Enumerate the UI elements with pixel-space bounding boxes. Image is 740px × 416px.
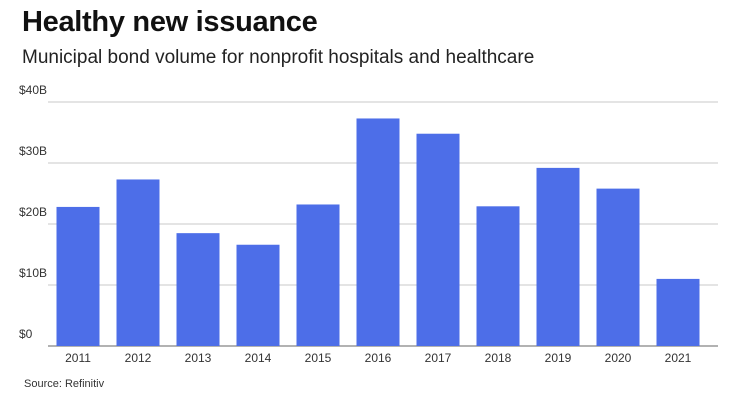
x-tick-label: 2016	[365, 351, 392, 365]
x-tick-label: 2012	[125, 351, 152, 365]
bar-2015	[296, 204, 340, 346]
bar-2020	[596, 188, 640, 346]
source-note: Source: Refinitiv	[24, 378, 105, 390]
bar-2021	[656, 278, 700, 346]
bar-2014	[236, 244, 280, 346]
x-tick-label: 2021	[665, 351, 692, 365]
chart-title: Healthy new issuance	[22, 6, 318, 38]
y-tick-label: $0	[19, 327, 33, 341]
y-tick-label: $20B	[19, 205, 47, 219]
x-tick-label: 2014	[245, 351, 272, 365]
y-tick-label: $30B	[19, 144, 47, 158]
y-tick-label: $10B	[19, 266, 47, 280]
x-tick-label: 2019	[545, 351, 572, 365]
bar-2018	[476, 206, 520, 346]
x-tick-label: 2011	[65, 351, 91, 365]
bar-2011	[56, 206, 100, 346]
x-tick-label: 2015	[305, 351, 332, 365]
bar-2016	[356, 118, 400, 346]
chart-subtitle: Municipal bond volume for nonprofit hosp…	[22, 47, 535, 68]
bar-2017	[416, 133, 460, 346]
bar-2012	[116, 179, 160, 346]
bar-2013	[176, 233, 220, 346]
x-tick-label: 2017	[425, 351, 452, 365]
x-tick-label: 2018	[485, 351, 512, 365]
bar-2019	[536, 167, 580, 346]
x-tick-label: 2013	[185, 351, 212, 365]
y-tick-label: $40B	[19, 83, 47, 97]
x-tick-label: 2020	[605, 351, 632, 365]
